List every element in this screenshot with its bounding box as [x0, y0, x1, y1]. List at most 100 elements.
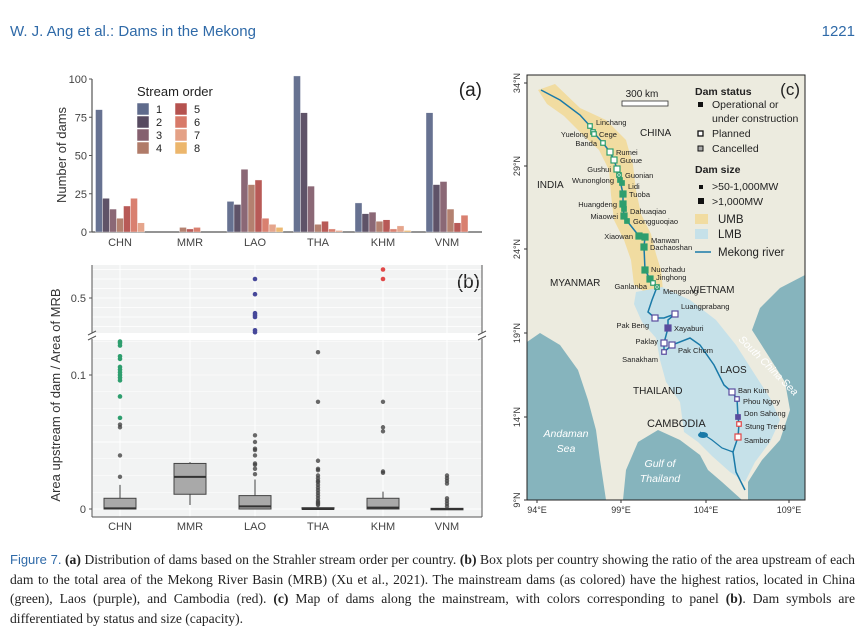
bar-VNM-order-6 — [460, 214, 469, 233]
mainstream-dam-CHN — [117, 378, 123, 383]
bar-CHN-order-3 — [109, 208, 117, 233]
dam-marker-planned — [668, 341, 676, 349]
bar-LAO-order-4 — [247, 184, 256, 233]
dam-label: Don Sahong — [744, 409, 786, 418]
bar-LAO-order-2 — [233, 204, 242, 233]
caption-text-end: . Dam symbols are differentiated by stat… — [10, 591, 855, 626]
bar-THA-order-6 — [328, 228, 336, 233]
cancelled-cross-icon — [654, 284, 660, 290]
legend-swatch-5 — [174, 102, 188, 116]
dam-label: Xayaburi — [674, 324, 704, 333]
legend-label-4: 4 — [156, 143, 162, 155]
dam-marker-planned — [650, 280, 656, 286]
mainstream-dam-LAO — [252, 314, 258, 320]
dam-label: Banda — [575, 139, 598, 148]
bar-KHM-order-1 — [354, 202, 363, 233]
dam-marker-operational — [640, 243, 648, 251]
bar-KHM-order-7 — [396, 225, 405, 233]
dam-marker-planned — [613, 165, 621, 173]
sea-label: Andaman — [543, 428, 589, 440]
bar-VNM-order-4 — [446, 208, 455, 233]
bar-VNM-order-3 — [439, 181, 448, 233]
outlier-LAO — [252, 471, 258, 477]
dam-label: Gushui — [587, 165, 611, 174]
dam-marker-operational — [619, 200, 627, 208]
x-tick-label: VNM — [435, 237, 459, 249]
mainstream-dam-LAO — [252, 291, 258, 297]
bar-KHM-order-6 — [389, 228, 398, 233]
x-tick-label: KHM — [371, 521, 395, 533]
dam-marker-planned — [736, 421, 742, 427]
dam-label: Wunonglong — [572, 176, 614, 185]
mainstream-dam-CHN — [117, 356, 123, 362]
bar-MMR-order-4 — [179, 227, 187, 233]
country-label-laos: LAOS — [720, 365, 747, 376]
x-tick-label: THA — [307, 521, 330, 533]
dam-label: Huangdeng — [578, 200, 617, 209]
legend-small: >50-1,000MW — [712, 181, 778, 193]
dam-label: Tuoba — [629, 190, 651, 199]
south-china-sea — [748, 275, 805, 500]
dam-label: Manwan — [651, 236, 679, 245]
dam-label: Paklay — [635, 337, 658, 346]
bar-VNM-order-2 — [432, 184, 441, 233]
bar-LAO-order-7 — [268, 224, 277, 233]
dam-label: Gongguoqiao — [633, 217, 678, 226]
legend-label-2: 2 — [156, 117, 162, 129]
legend-label-1: 1 — [156, 104, 162, 116]
dam-label: Guxue — [620, 156, 642, 165]
dam-label: Miaowei — [590, 212, 618, 221]
legend-operational-2: under construction — [712, 113, 799, 125]
dam-marker-planned — [671, 310, 679, 318]
bar-CHN-order-1 — [95, 109, 103, 233]
dam-label: Ganlanba — [614, 282, 647, 291]
mainstream-dam-CHN — [117, 343, 123, 348]
bar-LAO-order-1 — [226, 201, 235, 233]
dam-label: Sanakham — [622, 355, 658, 364]
bar-LAO-order-3 — [240, 169, 249, 233]
dam-marker-operational — [624, 218, 630, 224]
legend-label-6: 6 — [194, 117, 200, 129]
y-tick-label: 100 — [69, 74, 87, 86]
bar-THA-order-1 — [293, 75, 301, 233]
legend-swatch-2 — [136, 115, 150, 129]
dam-label: Guonian — [625, 171, 653, 180]
caption-tag-b-ref: (b) — [725, 591, 743, 606]
outlier-LAO — [252, 453, 258, 458]
outlier-LAO — [252, 462, 258, 467]
y-tick-label: 50 — [75, 151, 87, 163]
map-legend: Dam status Operational or under construc… — [695, 86, 799, 259]
lat-tick-label: 9°N — [512, 492, 522, 507]
axis-break-gap — [88, 333, 486, 339]
legend-label-7: 7 — [194, 130, 200, 142]
axis-break-mark-right — [477, 330, 487, 341]
dam-label: Linchang — [596, 118, 626, 127]
umb-region — [538, 84, 663, 294]
dam-marker-planned — [728, 388, 736, 396]
outlier-LAO — [252, 447, 258, 453]
umb-swatch — [695, 214, 708, 224]
country-label-myanmar: MYANMAR — [550, 278, 600, 289]
dam-label: Pak Beng — [616, 321, 649, 330]
legend-status-title: Dam status — [695, 86, 752, 98]
page-number: 1221 — [821, 23, 855, 40]
y-tick-label: 0 — [80, 504, 86, 516]
outlier-KHM — [380, 470, 386, 476]
legend-swatch-4 — [136, 141, 150, 155]
bar-THA-order-4 — [314, 224, 322, 233]
scale-bar-label: 300 km — [626, 89, 659, 100]
bar-LAO-order-5 — [254, 179, 263, 233]
outlier-VNM — [444, 481, 450, 486]
panel-b-label: (b) — [457, 272, 480, 293]
x-tick-label: KHM — [371, 237, 395, 249]
x-tick-label: CHN — [108, 521, 132, 533]
figure-caption: Figure 7. (a) Distribution of dams based… — [10, 550, 855, 628]
dam-marker-operational — [735, 414, 741, 420]
legend-swatch-3 — [136, 128, 150, 142]
sea-label: Thailand — [640, 473, 681, 485]
gulf-of-thailand — [623, 430, 742, 500]
figure-7: Number of dams (a) Stream order 02550751… — [48, 73, 806, 533]
scale-bar — [621, 100, 669, 107]
outlier-KHM — [380, 429, 386, 434]
